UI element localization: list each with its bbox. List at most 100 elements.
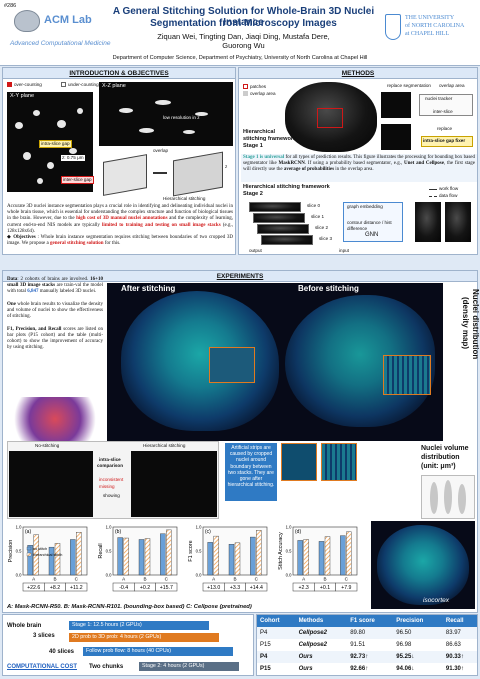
methods-footnote: A: Mask-RCNN-R50. B: Mask-RCNN-R101. (bo… [7,604,252,610]
chart-bar [123,537,129,576]
chart-bar [76,532,82,576]
authors-line-1: Ziquan Wei, Tingting Dan, Jiaqi Ding, Mu… [157,32,330,41]
table-cell: P15 [260,642,271,648]
chart-category-label: A [302,577,306,582]
title-line-1: A General Stitching Solution for Whole-B… [112,6,375,28]
chart-delta-cell [245,582,268,592]
table-cell: 91.30↑ [445,666,464,672]
chart-tick-label: 0.5 [286,549,292,554]
chart-bar [324,536,331,576]
experiments-title: EXPERIMENTS [3,271,477,282]
pipeline-crop-2 [381,124,411,150]
table-row: P4 Cellpose2 89.80 96.50 83.97 [257,627,477,639]
chart-bar [70,539,76,576]
z-axis-label: z [225,164,228,169]
crop-image-2 [321,443,357,481]
pipeline-crop-1 [381,92,411,118]
table-cell: Ours [298,666,313,672]
no-stitching-label: No-stitching [35,443,60,448]
chart-bar [256,530,262,576]
chart-bar [144,538,151,576]
chart-category-label: C [75,577,79,582]
table-cell: P4 [260,630,268,636]
volume-title-line1: Nuclei volume [421,445,469,452]
chart-tick-label: 0.5 [196,549,202,554]
work-flow-legend-icon [429,189,437,190]
legend-overlap-swatch [243,91,248,96]
replace-label: replace [437,126,453,131]
chart-bar [207,542,213,576]
slice-stack [249,202,329,246]
volume-title-line3: (unit: μm³) [421,463,456,470]
chart-category-label: A [122,577,126,582]
chart-category-label: B [53,577,56,582]
input-label: input [339,248,349,253]
table-row: P15 Cellpose2 91.51 96.98 86.63 [257,639,477,651]
chart-bar [318,541,325,576]
chart-panel-label: (d) [295,529,301,535]
scatter-3d-render [9,397,101,441]
chart-category-label: A [32,577,36,582]
z-range-label: z: 0.75 μm [61,155,85,161]
table-cell: 86.63 [445,642,461,648]
density-title-line2: (density map) [461,297,470,350]
chart-panel-label: (c) [205,529,211,535]
chart-category-label: C [255,577,259,582]
chart-tick-label: 0.0 [196,573,202,578]
overlap-label: overlap [153,148,169,153]
three-slices-label: 3 slices [33,633,55,639]
cost-prob-bar: 2D prob to 3D prob: 4 hours (2 GPUs) [69,633,219,642]
intro-title: INTRODUCTION & OBJECTIVES [3,68,235,79]
table-header-cell: Methods [298,618,324,624]
isocortex-label: isocortex [423,597,450,604]
hier-stitching-label: Hierarchical stitching [163,196,206,201]
table-header-cell: Cohort [260,618,280,624]
chart-delta-cell [335,582,358,592]
table-cell: 89.80 [350,630,366,636]
chart-bar [117,537,123,576]
university-line-2: of NORTH CAROLINA [405,23,465,29]
chart-tick-label: 0.0 [106,573,112,578]
intra-compare-line1: intra-slice [99,457,121,462]
table-cell: 96.98 [396,642,412,648]
university-seal-icon [385,14,401,40]
chart-ylabel: Precision [8,540,14,563]
chart-delta-label: +14.4 [250,585,263,591]
chart-category-label: B [233,577,236,582]
methods-panel: METHODS patches overlap area Hierarchica… [238,67,478,255]
chart-bar [166,529,172,576]
table-cell: P15 [260,666,271,672]
results-table-panel: Cohort Methods F1 score Precision Recall… [256,614,478,676]
bar-charts: Precision 0.0 0.5 1.0 (a) A +22.6 B +8.2 C +11.2 no… [7,521,367,601]
after-stitching-label: After stitching [121,284,176,293]
results-table: Cohort Methods F1 score Precision Recall… [257,615,477,675]
stitch-arrow-icon [153,172,167,174]
gnn-label: GNN [365,232,379,238]
chart-bar [33,534,39,576]
legend-no-stitch-swatch [26,546,32,551]
cost-flow-bar: Follow prob flow: 8 hours (40 CPUs) [83,647,233,656]
before-stitching-label: Before stitching [298,284,359,293]
legend-patches-swatch [243,84,248,89]
work-flow-label: work flow [439,186,459,191]
xz-plane-label: X-Z plane [102,83,126,89]
table-row: P4 Ours 92.73↑ 95.25↓ 90.33↑ [257,651,477,663]
table-header-cell: F1 score [350,618,375,624]
chart-delta-label: +0.1 [320,585,330,591]
volume-title-line2: distribution [421,454,460,461]
chart-delta-label: +15.7 [160,585,173,591]
gnn-graph-box [343,202,403,242]
poster-id: #286 [4,3,17,9]
intro-paragraph: Accurate 3D nuclei instance segmentation… [7,204,233,247]
no-stitching-image [9,451,93,517]
legend-under-label: under-counting [68,81,99,87]
chart-delta-cell [65,582,88,592]
chart-ylabel: Recall [98,543,104,558]
chart-bar [297,540,303,576]
chart-bar [234,542,241,576]
legend-overlap-label: overlap area [250,90,276,96]
chart-bar [213,535,219,576]
lab-name: ACM Lab [44,14,92,26]
table-row: P15 Ours 92.66↑ 94.06↓ 91.30↑ [257,663,477,675]
chart-delta-label: +2.3 [299,585,309,591]
